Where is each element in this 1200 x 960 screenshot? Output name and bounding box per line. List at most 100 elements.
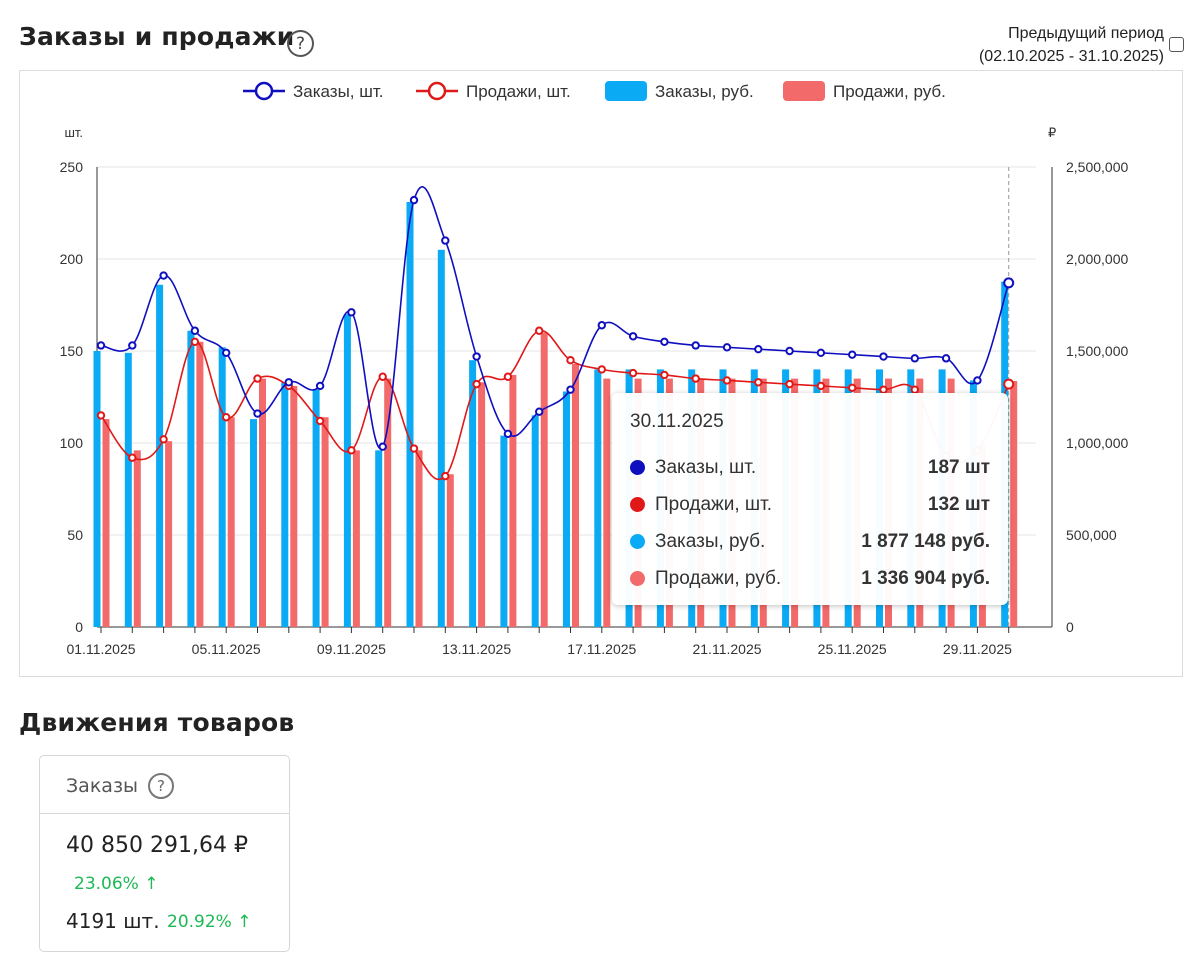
- orders-rub-dot-icon: [630, 534, 645, 549]
- bar-sales-rub: [540, 332, 548, 627]
- help-icon[interactable]: ?: [287, 30, 314, 57]
- previous-period-range: (02.10.2025 - 31.10.2025): [978, 48, 1164, 65]
- x-tick-label: 17.11.2025: [567, 641, 636, 657]
- y-left-unit: шт.: [64, 125, 83, 140]
- bar-sales-rub: [102, 419, 110, 627]
- bar-orders-rub: [312, 389, 320, 627]
- sales-qty-point: [910, 385, 919, 394]
- tooltip-row-orders-qty: Заказы, шт. 187 шт: [630, 449, 990, 486]
- sales-qty-point: [441, 471, 450, 481]
- bar-orders-rub: [406, 201, 414, 627]
- sales-qty-point: [785, 379, 794, 389]
- bar-sales-rub: [603, 378, 611, 627]
- orders-qty-point: [284, 378, 293, 387]
- orders-summary-card: Заказы ? 40 850 291,64 ₽ 23.06% ↑ 4191 ш…: [39, 755, 290, 952]
- bar-orders-rub: [250, 419, 257, 627]
- sales-qty-point: [566, 356, 575, 365]
- bar-sales-rub: [415, 450, 423, 627]
- sales-qty-point: [597, 365, 606, 374]
- y-right-tick-label: 500,000: [1066, 527, 1117, 543]
- legend-marker-icon: [427, 81, 447, 101]
- sales-qty-point: [848, 383, 857, 392]
- orders-qty-point: [378, 442, 387, 451]
- bar-orders-rub: [469, 360, 477, 627]
- bar-orders-rub: [187, 330, 195, 627]
- y-left-tick-label: 200: [60, 251, 84, 267]
- sales-qty-point: [253, 374, 262, 383]
- sales-qty-point: [754, 378, 763, 387]
- y-right-tick-label: 2,500,000: [1066, 159, 1128, 175]
- tooltip-label: Продажи, руб.: [655, 567, 782, 589]
- legend-label: Заказы, руб.: [655, 82, 754, 101]
- legend-marker-icon: [254, 81, 274, 101]
- page-title: Заказы и продажи: [19, 22, 295, 51]
- orders-qty-dot-icon: [630, 460, 645, 475]
- orders-qty-point: [754, 344, 763, 354]
- orders-qty-point: [1003, 277, 1015, 289]
- y-left-tick-label: 50: [67, 527, 83, 543]
- bar-sales-rub: [352, 450, 360, 627]
- sales-qty-point: [722, 376, 732, 385]
- bar-sales-rub: [133, 450, 141, 627]
- x-tick-label: 21.11.2025: [692, 641, 761, 657]
- sales-qty-point: [409, 444, 419, 453]
- sales-qty-point: [190, 337, 200, 346]
- chart-canvas: 0 50 100 150 200 250 0 500,000 1,000,000 1,500,00…: [60, 81, 1128, 657]
- orders-qty-point: [190, 326, 200, 335]
- orders-count: 4191 шт.: [66, 909, 160, 933]
- orders-qty-point: [848, 350, 857, 359]
- orders-qty-point: [472, 352, 481, 361]
- tooltip-label: Заказы, шт.: [655, 456, 757, 478]
- orders-amount-change: 23.06% ↑: [74, 874, 159, 894]
- orders-qty-point: [910, 354, 919, 363]
- orders-qty-point: [722, 343, 732, 352]
- orders-qty-point: [879, 352, 888, 361]
- sales-qty-point: [660, 370, 669, 380]
- bar-sales-rub: [384, 378, 392, 627]
- orders-qty-point: [253, 409, 262, 418]
- orders-qty-point: [691, 341, 700, 350]
- orders-qty-point: [441, 236, 450, 245]
- orders-qty-point: [973, 376, 982, 385]
- bar-sales-rub: [165, 441, 173, 627]
- bar-sales-rub: [196, 341, 204, 627]
- movements-title: Движения товаров: [19, 708, 295, 737]
- orders-qty-point: [566, 385, 575, 394]
- bar-orders-rub: [343, 314, 351, 627]
- x-tick-label: 05.11.2025: [192, 641, 261, 657]
- tooltip-value: 1 336 904 руб.: [861, 567, 990, 589]
- bar-sales-rub: [321, 417, 329, 627]
- x-tick-label: 25.11.2025: [818, 641, 887, 657]
- previous-period-checkbox[interactable]: [1169, 37, 1184, 52]
- legend-swatch-icon: [783, 81, 825, 101]
- legend-label: Продажи, шт.: [466, 82, 571, 101]
- orders-sales-chart: 0 50 100 150 200 250 0 500,000 1,000,000 1,500,00…: [19, 70, 1183, 677]
- chart-tooltip: 30.11.2025 Заказы, шт. 187 шт Продажи, ш…: [612, 393, 1008, 605]
- sales-qty-dot-icon: [630, 497, 645, 512]
- tooltip-value: 187 шт: [927, 456, 990, 478]
- orders-amount: 40 850 291,64 ₽: [66, 833, 248, 858]
- bar-sales-rub: [509, 374, 517, 627]
- orders-qty-point: [660, 337, 669, 346]
- sales-qty-point: [222, 413, 231, 422]
- legend-label: Заказы, шт.: [293, 82, 384, 101]
- orders-count-change: 20.92% ↑: [167, 912, 252, 932]
- x-tick-label: 13.11.2025: [442, 641, 511, 657]
- sales-qty-point: [378, 372, 387, 381]
- bar-orders-rub: [563, 391, 570, 627]
- y-left-tick-label: 100: [60, 435, 84, 451]
- y-left-tick-label: 150: [60, 343, 84, 359]
- help-icon[interactable]: ?: [148, 773, 174, 799]
- bar-orders-rub: [594, 369, 602, 627]
- bar-orders-rub: [93, 351, 101, 627]
- sales-qty-point: [347, 446, 356, 455]
- y-left-tick-label: 250: [60, 159, 84, 175]
- tooltip-row-orders-rub: Заказы, руб. 1 877 148 руб.: [630, 523, 990, 560]
- y-right-unit: ₽: [1048, 125, 1056, 140]
- legend-swatch-icon: [605, 81, 647, 101]
- orders-qty-point: [816, 348, 826, 358]
- tooltip-value: 1 877 148 руб.: [861, 530, 990, 552]
- orders-qty-point: [315, 381, 325, 391]
- y-right-tick-label: 0: [1066, 619, 1074, 635]
- orders-qty-point: [535, 407, 544, 416]
